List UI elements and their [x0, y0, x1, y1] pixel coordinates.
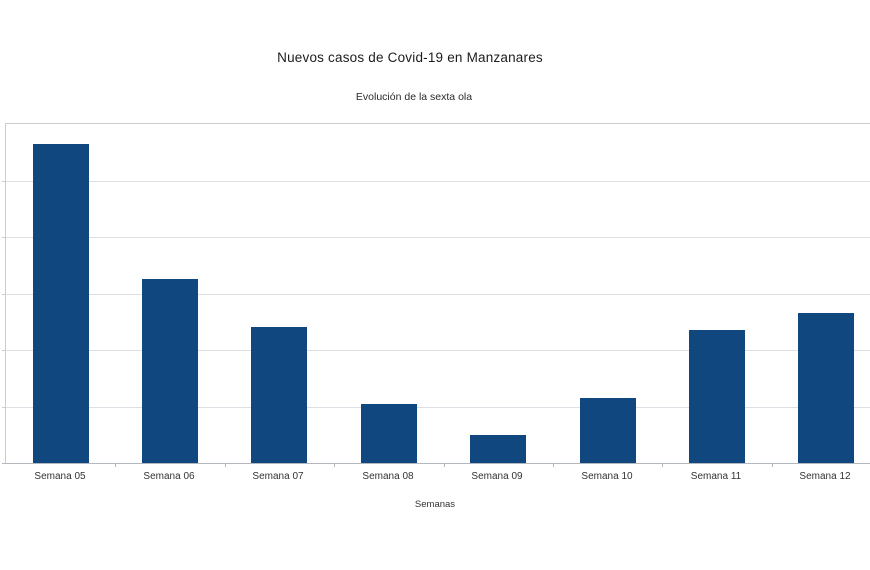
bar-semana-10 — [580, 398, 636, 463]
chart-title: Nuevos casos de Covid-19 en Manzanares — [277, 50, 543, 65]
x-axis-label: Semana 12 — [799, 471, 851, 482]
bar-semana-11 — [689, 330, 745, 463]
gridline — [6, 294, 870, 295]
x-axis-tick — [115, 463, 116, 467]
y-axis-tick — [2, 237, 6, 238]
x-axis-tick — [772, 463, 773, 467]
y-axis-tick — [2, 350, 6, 351]
gridline — [6, 350, 870, 351]
bar-semana-08 — [361, 404, 417, 463]
x-axis-tick — [225, 463, 226, 467]
x-axis-tick — [553, 463, 554, 467]
gridline — [6, 181, 870, 182]
bar-semana-12 — [798, 313, 854, 463]
x-axis-tick — [662, 463, 663, 467]
y-axis-tick — [2, 181, 6, 182]
y-axis-tick — [2, 294, 6, 295]
x-axis-label: Semana 10 — [581, 471, 633, 482]
x-axis-title: Semanas — [414, 499, 456, 510]
x-axis-label: Semana 11 — [690, 471, 742, 482]
x-axis-tick — [334, 463, 335, 467]
x-axis-line — [2, 463, 870, 464]
bar-semana-09 — [470, 435, 526, 463]
x-axis-tick — [444, 463, 445, 467]
x-axis-label: Semana 09 — [471, 471, 523, 482]
gridline — [6, 407, 870, 408]
bar-semana-06 — [142, 279, 198, 463]
x-axis-label: Semana 06 — [143, 471, 195, 482]
bar-semana-05 — [33, 144, 89, 463]
chart-subtitle: Evolución de la sexta ola — [355, 91, 473, 103]
bar-semana-07 — [251, 327, 307, 463]
y-axis-tick — [2, 407, 6, 408]
x-axis-label: Semana 08 — [362, 471, 414, 482]
plot-area — [2, 123, 870, 467]
x-axis-label: Semana 05 — [34, 471, 86, 482]
gridline — [6, 237, 870, 238]
x-axis-label: Semana 07 — [252, 471, 304, 482]
